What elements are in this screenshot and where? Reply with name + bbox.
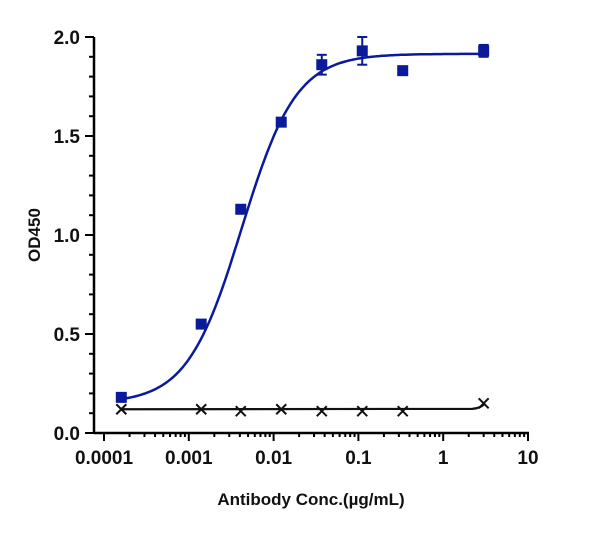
- control-data-point: [356, 405, 368, 417]
- y-tick-label: 2.0: [54, 28, 80, 49]
- x-tick-label: 0.001: [165, 448, 213, 469]
- antibody-data-point: [275, 116, 287, 128]
- antibody-data-point: [478, 45, 490, 57]
- antibody-data-point: [316, 59, 328, 71]
- control-fit-line: [121, 402, 486, 411]
- control-data-point: [195, 403, 207, 415]
- antibody-fit-curve: [121, 52, 483, 401]
- antibody-data-point: [397, 65, 409, 77]
- control-data-point: [316, 405, 328, 417]
- control-data-point: [115, 403, 128, 415]
- x-tick-label: 10: [517, 448, 538, 469]
- y-tick-label: 1.0: [54, 226, 80, 247]
- x-tick-label: 0.0001: [75, 448, 134, 469]
- control-data-point: [235, 405, 247, 417]
- x-tick-label: 0.01: [255, 448, 292, 469]
- antibody-data-point: [356, 45, 368, 57]
- y-tick-label: 1.5: [54, 127, 81, 148]
- x-tick-label: 0.1: [345, 448, 372, 469]
- control-data-point: [275, 403, 287, 415]
- y-tick-label: 0.5: [54, 325, 81, 346]
- y-axis-label: OD450: [25, 208, 44, 262]
- fit-curves: [121, 52, 486, 411]
- antibody-data-point: [195, 318, 207, 330]
- antibody-data-point: [115, 391, 127, 403]
- data-points: [115, 36, 490, 417]
- axes: 0.0 0.5 1.0 1.5 2.0 0.0001 0.001 0.01 0.1 1 10: [54, 28, 539, 469]
- x-axis-label: Antibody Conc.(µg/mL): [217, 490, 404, 509]
- y-tick-label: 0.0: [54, 424, 80, 445]
- x-tick-label: 1: [438, 448, 449, 469]
- control-data-point: [396, 405, 409, 417]
- control-data-point: [477, 397, 490, 410]
- antibody-data-point: [235, 203, 247, 215]
